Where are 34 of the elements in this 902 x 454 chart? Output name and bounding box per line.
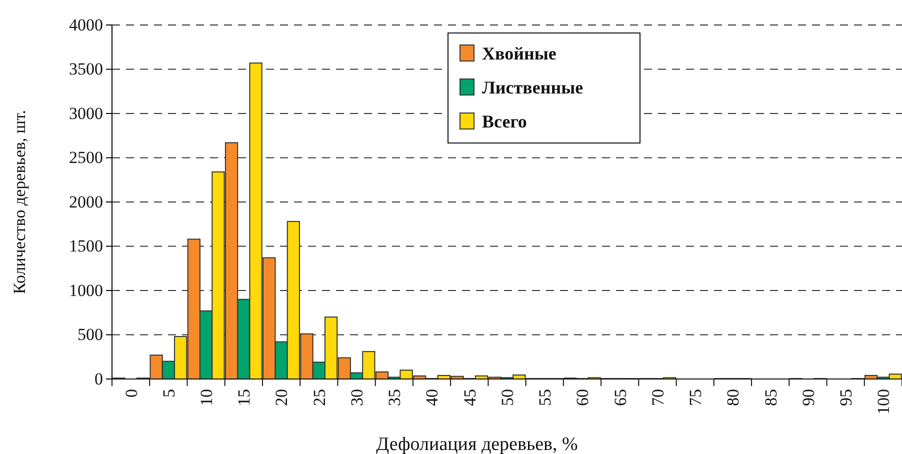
- x-tick-label: 75: [686, 389, 706, 406]
- y-tick-label: 500: [78, 325, 103, 344]
- x-tick-label: 25: [310, 389, 329, 406]
- x-tick-label: 95: [836, 389, 856, 406]
- x-tick-label: 35: [385, 389, 404, 406]
- x-tick-label: 45: [460, 389, 480, 406]
- x-axis-title: Дефолиация деревьев, %: [376, 434, 578, 454]
- x-tick-label: 15: [234, 389, 254, 406]
- y-tick-label: 3000: [69, 104, 103, 123]
- x-tick-label: 10: [197, 389, 216, 406]
- y-tick-label: 1500: [69, 236, 103, 256]
- legend-label: Всего: [482, 111, 527, 132]
- x-tick-label: 30: [347, 389, 366, 406]
- x-tick-label: 20: [272, 389, 292, 406]
- x-tick-label: 55: [536, 389, 555, 406]
- x-tick-label: 0: [122, 389, 141, 398]
- x-tick-label: 100: [874, 389, 894, 414]
- x-tick-label: 50: [498, 389, 517, 406]
- y-tick-label: 4000: [69, 15, 103, 34]
- y-tick-label: 1000: [69, 280, 103, 300]
- x-tick-label: 80: [724, 389, 743, 406]
- y-tick-label: 2500: [69, 148, 103, 168]
- x-tick-label: 60: [573, 389, 592, 406]
- y-tick-label: 3500: [69, 60, 103, 79]
- y-axis-title: Количество деревьев, шт.: [10, 110, 29, 294]
- legend-label: Лиственные: [482, 77, 584, 98]
- x-tick-label: 90: [798, 389, 818, 406]
- x-tick-label: 40: [422, 389, 442, 406]
- x-tick-label: 5: [159, 389, 178, 398]
- y-tick-label: 2000: [69, 192, 103, 212]
- x-tick-label: 70: [648, 389, 668, 406]
- x-tick-label: 85: [761, 389, 780, 406]
- x-tick-label: 65: [610, 389, 630, 406]
- legend-label: Хвойные: [482, 43, 556, 64]
